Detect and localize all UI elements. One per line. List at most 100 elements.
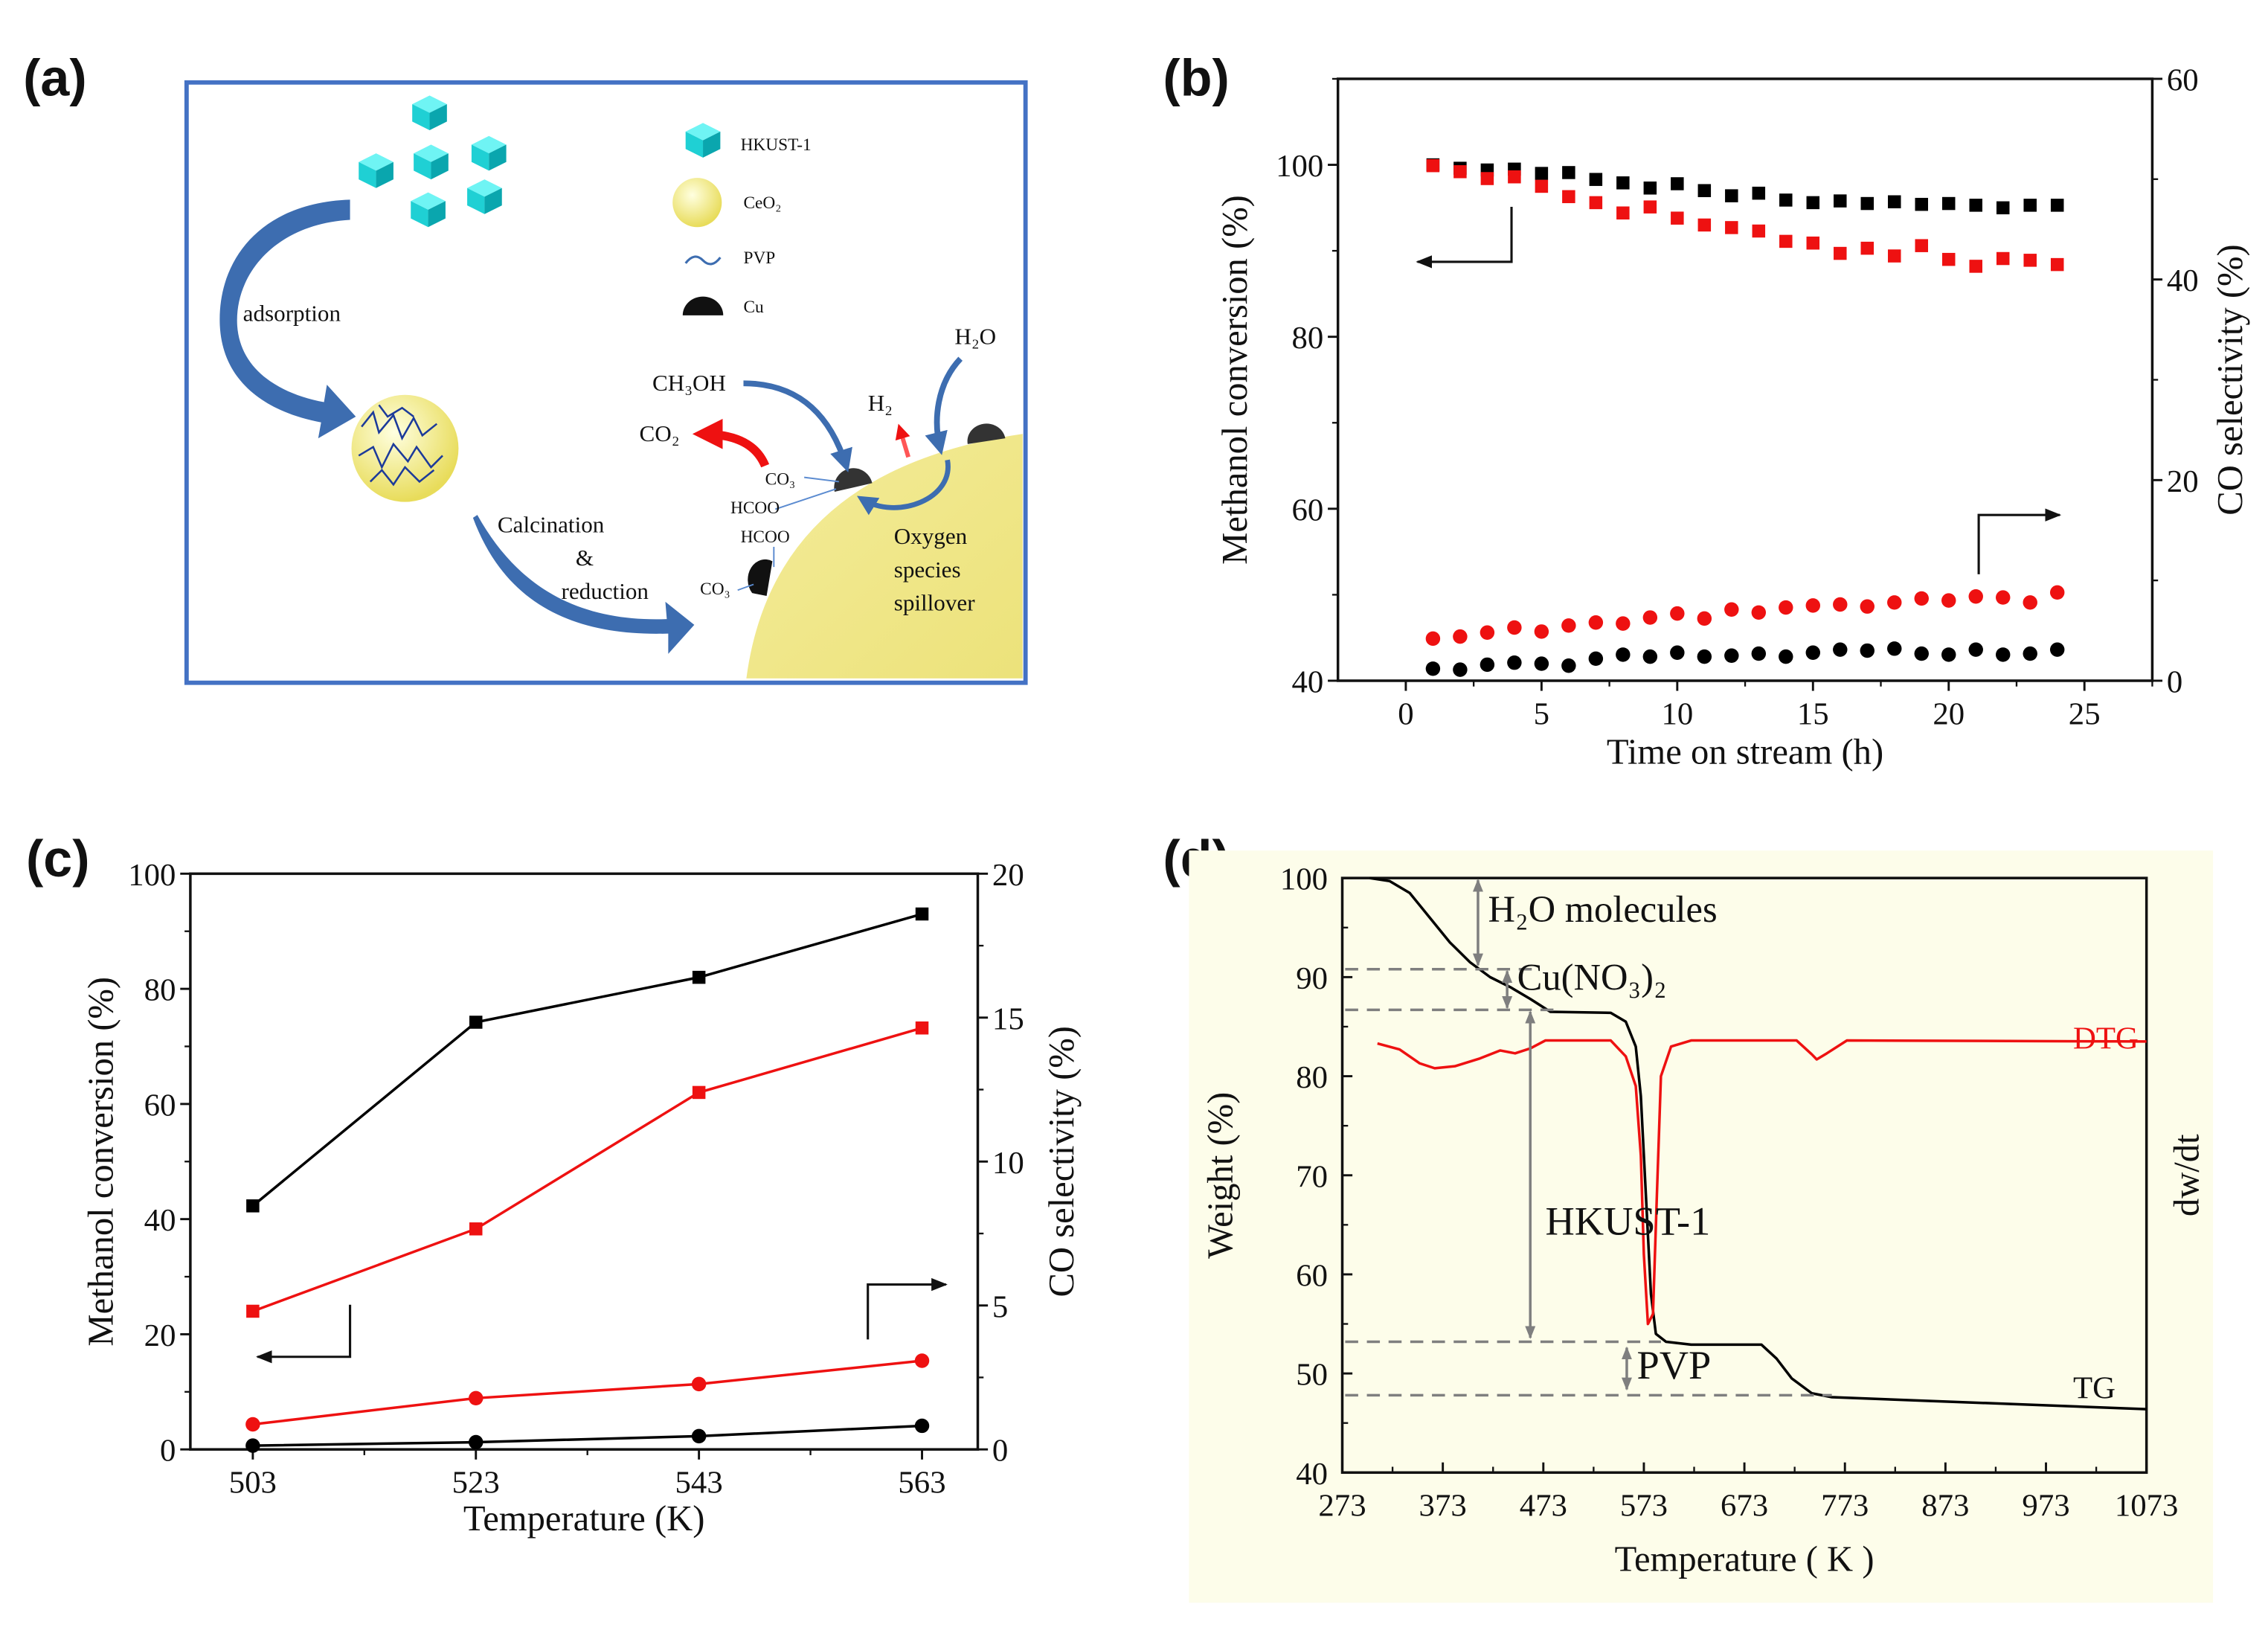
co3-label-bottom: CO₃ [700,580,730,599]
data-point-circle [2049,642,2065,657]
calcination-arrow-icon [472,515,695,654]
data-point-square [1941,196,1956,211]
co2-release-arrow-icon [692,418,770,468]
data-point-circle [1779,649,1793,664]
data-point-circle [1751,605,1767,620]
y2-tick-label: 20 [992,858,1024,893]
h2o-molecules-label: H₂O molecules [1488,888,1717,930]
series-line [251,912,922,1207]
y-axis-label: Methanol conversion (%) [1215,195,1255,565]
data-point-circle [1453,662,1468,677]
data-point-circle [1670,606,1685,621]
cu-particle [834,468,873,493]
cube-right-face [489,144,507,171]
y-tick-label: 40 [1291,665,1323,700]
series-2 [1425,585,2065,647]
y2-tick-label: 40 [2167,263,2199,298]
x-tick-label: 373 [1419,1489,1467,1524]
data-point-circle [1996,590,2011,605]
data-point-square [1806,236,1820,250]
data-point-circle [1588,615,1604,630]
y2-tick-label: 15 [992,1001,1024,1036]
data-point-circle [1914,591,1929,606]
y-tick-label: 80 [1291,321,1323,356]
data-point-square [1888,249,1901,263]
x-tick-label: 543 [675,1466,723,1501]
chart-c-temperature: 503 523 543 563 0 20 40 60 80 100 0 5 10 15 20 Temperat… [81,858,1082,1539]
data-point-square [692,1085,706,1100]
x-tick-label: 25 [2069,696,2101,731]
data-point-circle [1724,602,1739,617]
data-point-circle [1561,658,1576,673]
chart-b-stability: 0 5 10 15 20 25 40 60 80 100 0 20 40 60 Time on stream… [1215,63,2250,772]
data-point-square [1969,260,1982,273]
data-point-square [1915,197,1929,211]
x-tick-label: 5 [1534,696,1549,731]
data-point-circle [2023,595,2037,610]
hcoo-label-1: HCOO [730,498,780,518]
x-axis-label: Temperature (K) [463,1498,705,1539]
y-tick-label: 40 [1296,1457,1328,1492]
data-point-square [1616,176,1630,190]
oxygen-spillover-arrow-icon [857,459,951,516]
left-axis-arrow-icon [255,1304,352,1364]
h2-label: H₂ [868,390,893,416]
data-point-circle [1833,642,1848,657]
cube-left-face [411,201,428,228]
hkust-1-label: HKUST-1 [1546,1199,1711,1244]
data-point-square [1888,195,1901,208]
data-point-circle [1561,618,1576,633]
y2-tick-label: 5 [992,1289,1008,1324]
data-point-square [1643,181,1657,195]
data-point-square [1834,194,1847,208]
data-point-square [1671,177,1684,190]
data-point-circle [1968,642,1983,657]
data-point-circle [1805,598,1821,613]
data-point-circle [469,1434,484,1450]
data-point-circle [914,1353,930,1368]
data-point-square [1779,193,1793,207]
data-point-circle [1507,655,1522,670]
cube-left-face [359,161,376,188]
x-tick-label: 15 [1797,696,1829,731]
data-point-circle [1860,643,1875,658]
dtg-curve [1377,1039,2147,1326]
data-point-circle [2049,585,2065,600]
legend-cu: Cu [743,298,764,317]
hkust-1-cube-icon [471,135,507,171]
data-point-square [1697,184,1712,197]
series-line [252,1027,923,1313]
data-point-circle [1860,599,1875,614]
series-line [252,1424,922,1447]
data-point-square [1562,166,1575,179]
data-point-circle [1697,649,1712,664]
data-point-square [1779,234,1793,248]
data-point-circle [1751,646,1767,661]
methanol-arrow-icon [743,380,852,472]
cube-right-face [376,161,393,188]
data-point-circle [1779,600,1793,615]
data-point-circle [1914,646,1929,661]
data-point-square [1535,179,1549,193]
data-point-square [1752,224,1766,238]
data-point-circle [1941,593,1956,608]
ceo2-support-surface [746,434,1023,679]
x-tick-label: 473 [1520,1489,1567,1524]
cube-left-face [471,144,489,171]
data-point-square [246,1304,260,1318]
legend-hkust-1: HKUST-1 [741,135,812,155]
y-tick-label: 80 [144,973,176,1008]
data-point-square [2023,254,2037,267]
tg-curve [1369,876,2147,1411]
panel-d-background [1189,850,2214,1603]
y-axis-label: Weight (%) [1201,1092,1241,1259]
series-3 [245,1418,930,1453]
synthesis-schematic: HKUST-1 CeO₂ PVP Cu adsorption Calcinati… [184,80,1028,685]
data-point-circle [1480,657,1495,673]
series-3 [1425,641,2065,677]
data-point-circle [1453,629,1468,644]
reduction-label: reduction [561,578,649,604]
x-axis-label: Temperature ( K ) [1615,1539,1875,1579]
data-point-circle [1425,631,1441,647]
data-point-square [469,1016,483,1029]
